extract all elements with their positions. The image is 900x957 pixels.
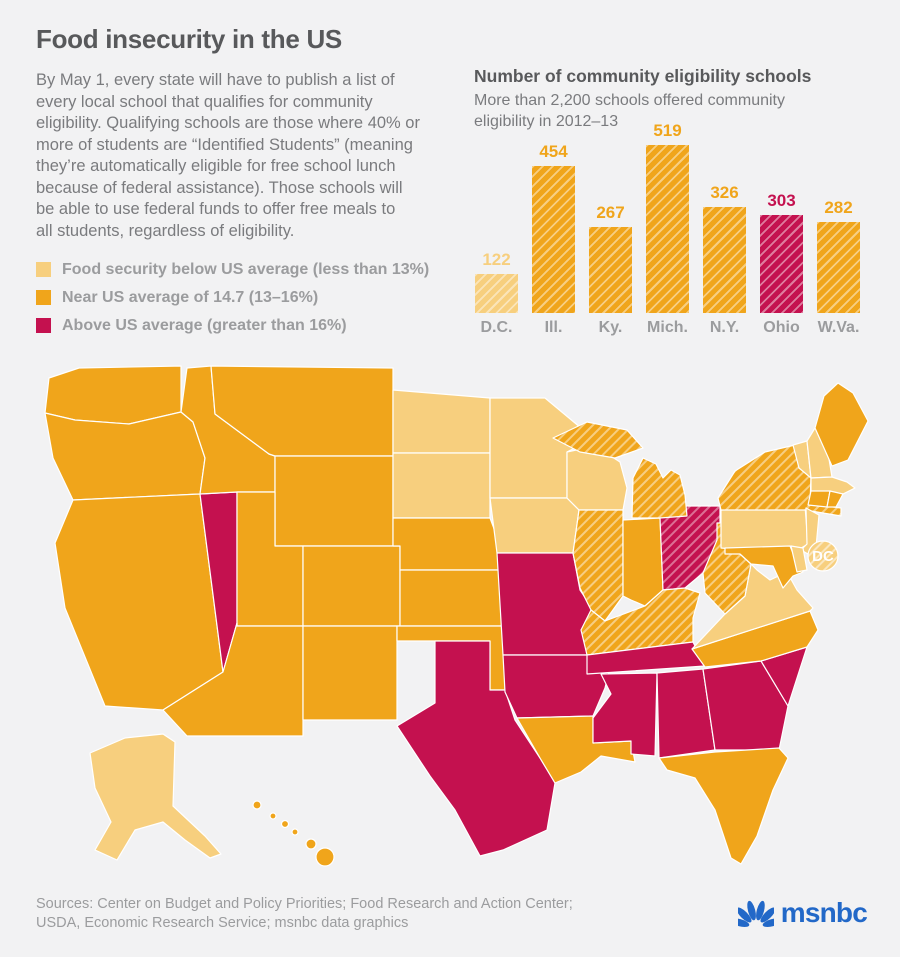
state-CO (302, 545, 401, 627)
state-KY (580, 587, 701, 656)
bar-value-label: 267 (596, 203, 625, 222)
us-choropleth-map: DC (44, 365, 869, 867)
bar-value-label: 326 (710, 183, 739, 202)
bar-column-D.C.: 122 (475, 250, 518, 313)
bar-column-Mich.: 519 (646, 121, 689, 313)
peacock-icon (737, 900, 774, 927)
state-RI (826, 490, 844, 508)
bar-Ky. (589, 227, 632, 313)
legend-item: Near US average of 14.7 (13–16%) (36, 289, 429, 306)
bar-value-label: 282 (824, 198, 853, 217)
state-FL (658, 747, 789, 865)
state-DC-marker (807, 540, 839, 572)
dc-label: DC (812, 548, 834, 565)
brand-wordmark: msnbc (780, 897, 868, 928)
bar-x-label: Ky. (598, 319, 623, 336)
state-KS (399, 569, 506, 627)
legend-swatch-below (36, 262, 51, 277)
state-MS (592, 672, 658, 757)
bar-D.C. (475, 274, 518, 313)
state-IN (622, 517, 664, 607)
bar-chart-bars: 122 454 267 519 326 303 282 (475, 119, 860, 313)
state-IA (489, 497, 580, 554)
bar-x-label: N.Y. (709, 319, 740, 336)
legend-swatch-near (36, 290, 51, 305)
state-CA (54, 493, 224, 711)
bar-column-Ohio: 303 (760, 191, 803, 313)
bar-column-Ill.: 454 (532, 142, 575, 313)
bar-chart-header: Number of community eligibility schools … (474, 66, 894, 132)
bar-column-Ky.: 267 (589, 203, 632, 313)
bar-x-label: D.C. (480, 319, 513, 336)
bar-column-N.Y.: 326 (703, 183, 746, 313)
state-ME (814, 382, 869, 467)
map-legend: Food security below US average (less tha… (36, 261, 429, 345)
legend-label: Above US average (greater than 16%) (62, 316, 347, 334)
bar-chart-x-labels: D.C. Ill. Ky. Mich. N.Y. Ohio W.Va. (475, 319, 860, 337)
bar-x-label: Mich. (647, 319, 688, 336)
legend-item: Above US average (greater than 16%) (36, 317, 429, 334)
bar-x-label: Ill. (544, 319, 563, 336)
state-TX (396, 640, 556, 857)
bar-W.Va. (817, 222, 860, 313)
sources-note: Sources: Center on Budget and Policy Pri… (36, 896, 573, 931)
bar-Ill. (532, 166, 575, 313)
state-AK (89, 733, 222, 861)
bar-value-label: 303 (767, 191, 796, 210)
state-HI (252, 800, 335, 867)
state-DE (790, 545, 808, 573)
state-MI (552, 421, 688, 519)
bar-Ohio (760, 215, 803, 313)
bar-N.Y. (703, 207, 746, 313)
brand-lockup: msnbc (737, 897, 868, 929)
legend-label: Near US average of 14.7 (13–16%) (62, 288, 319, 306)
state-CT (807, 490, 831, 508)
page-title: Food insecurity in the US (36, 24, 342, 54)
bar-column-W.Va.: 282 (817, 198, 860, 313)
state-ND (392, 389, 491, 454)
bar-value-label: 122 (482, 250, 511, 269)
bar-Mich. (646, 145, 689, 313)
legend-label: Food security below US average (less tha… (62, 260, 430, 278)
legend-item: Food security below US average (less tha… (36, 261, 429, 278)
bar-x-label: W.Va. (817, 319, 860, 336)
bar-chart-subtitle: More than 2,200 schools offered communit… (474, 92, 785, 130)
state-OR (44, 411, 206, 501)
bar-value-label: 519 (653, 121, 682, 140)
state-WY (274, 455, 394, 547)
bar-value-label: 454 (539, 142, 568, 161)
state-SD (392, 452, 491, 519)
state-WA (44, 365, 182, 425)
bar-chart-title: Number of community eligibility schools (474, 66, 812, 86)
legend-swatch-above (36, 318, 51, 333)
state-NM (302, 625, 398, 721)
state-NE (392, 517, 506, 571)
bar-x-label: Ohio (763, 319, 800, 336)
intro-paragraph: By May 1, every state will have to publi… (36, 71, 420, 240)
